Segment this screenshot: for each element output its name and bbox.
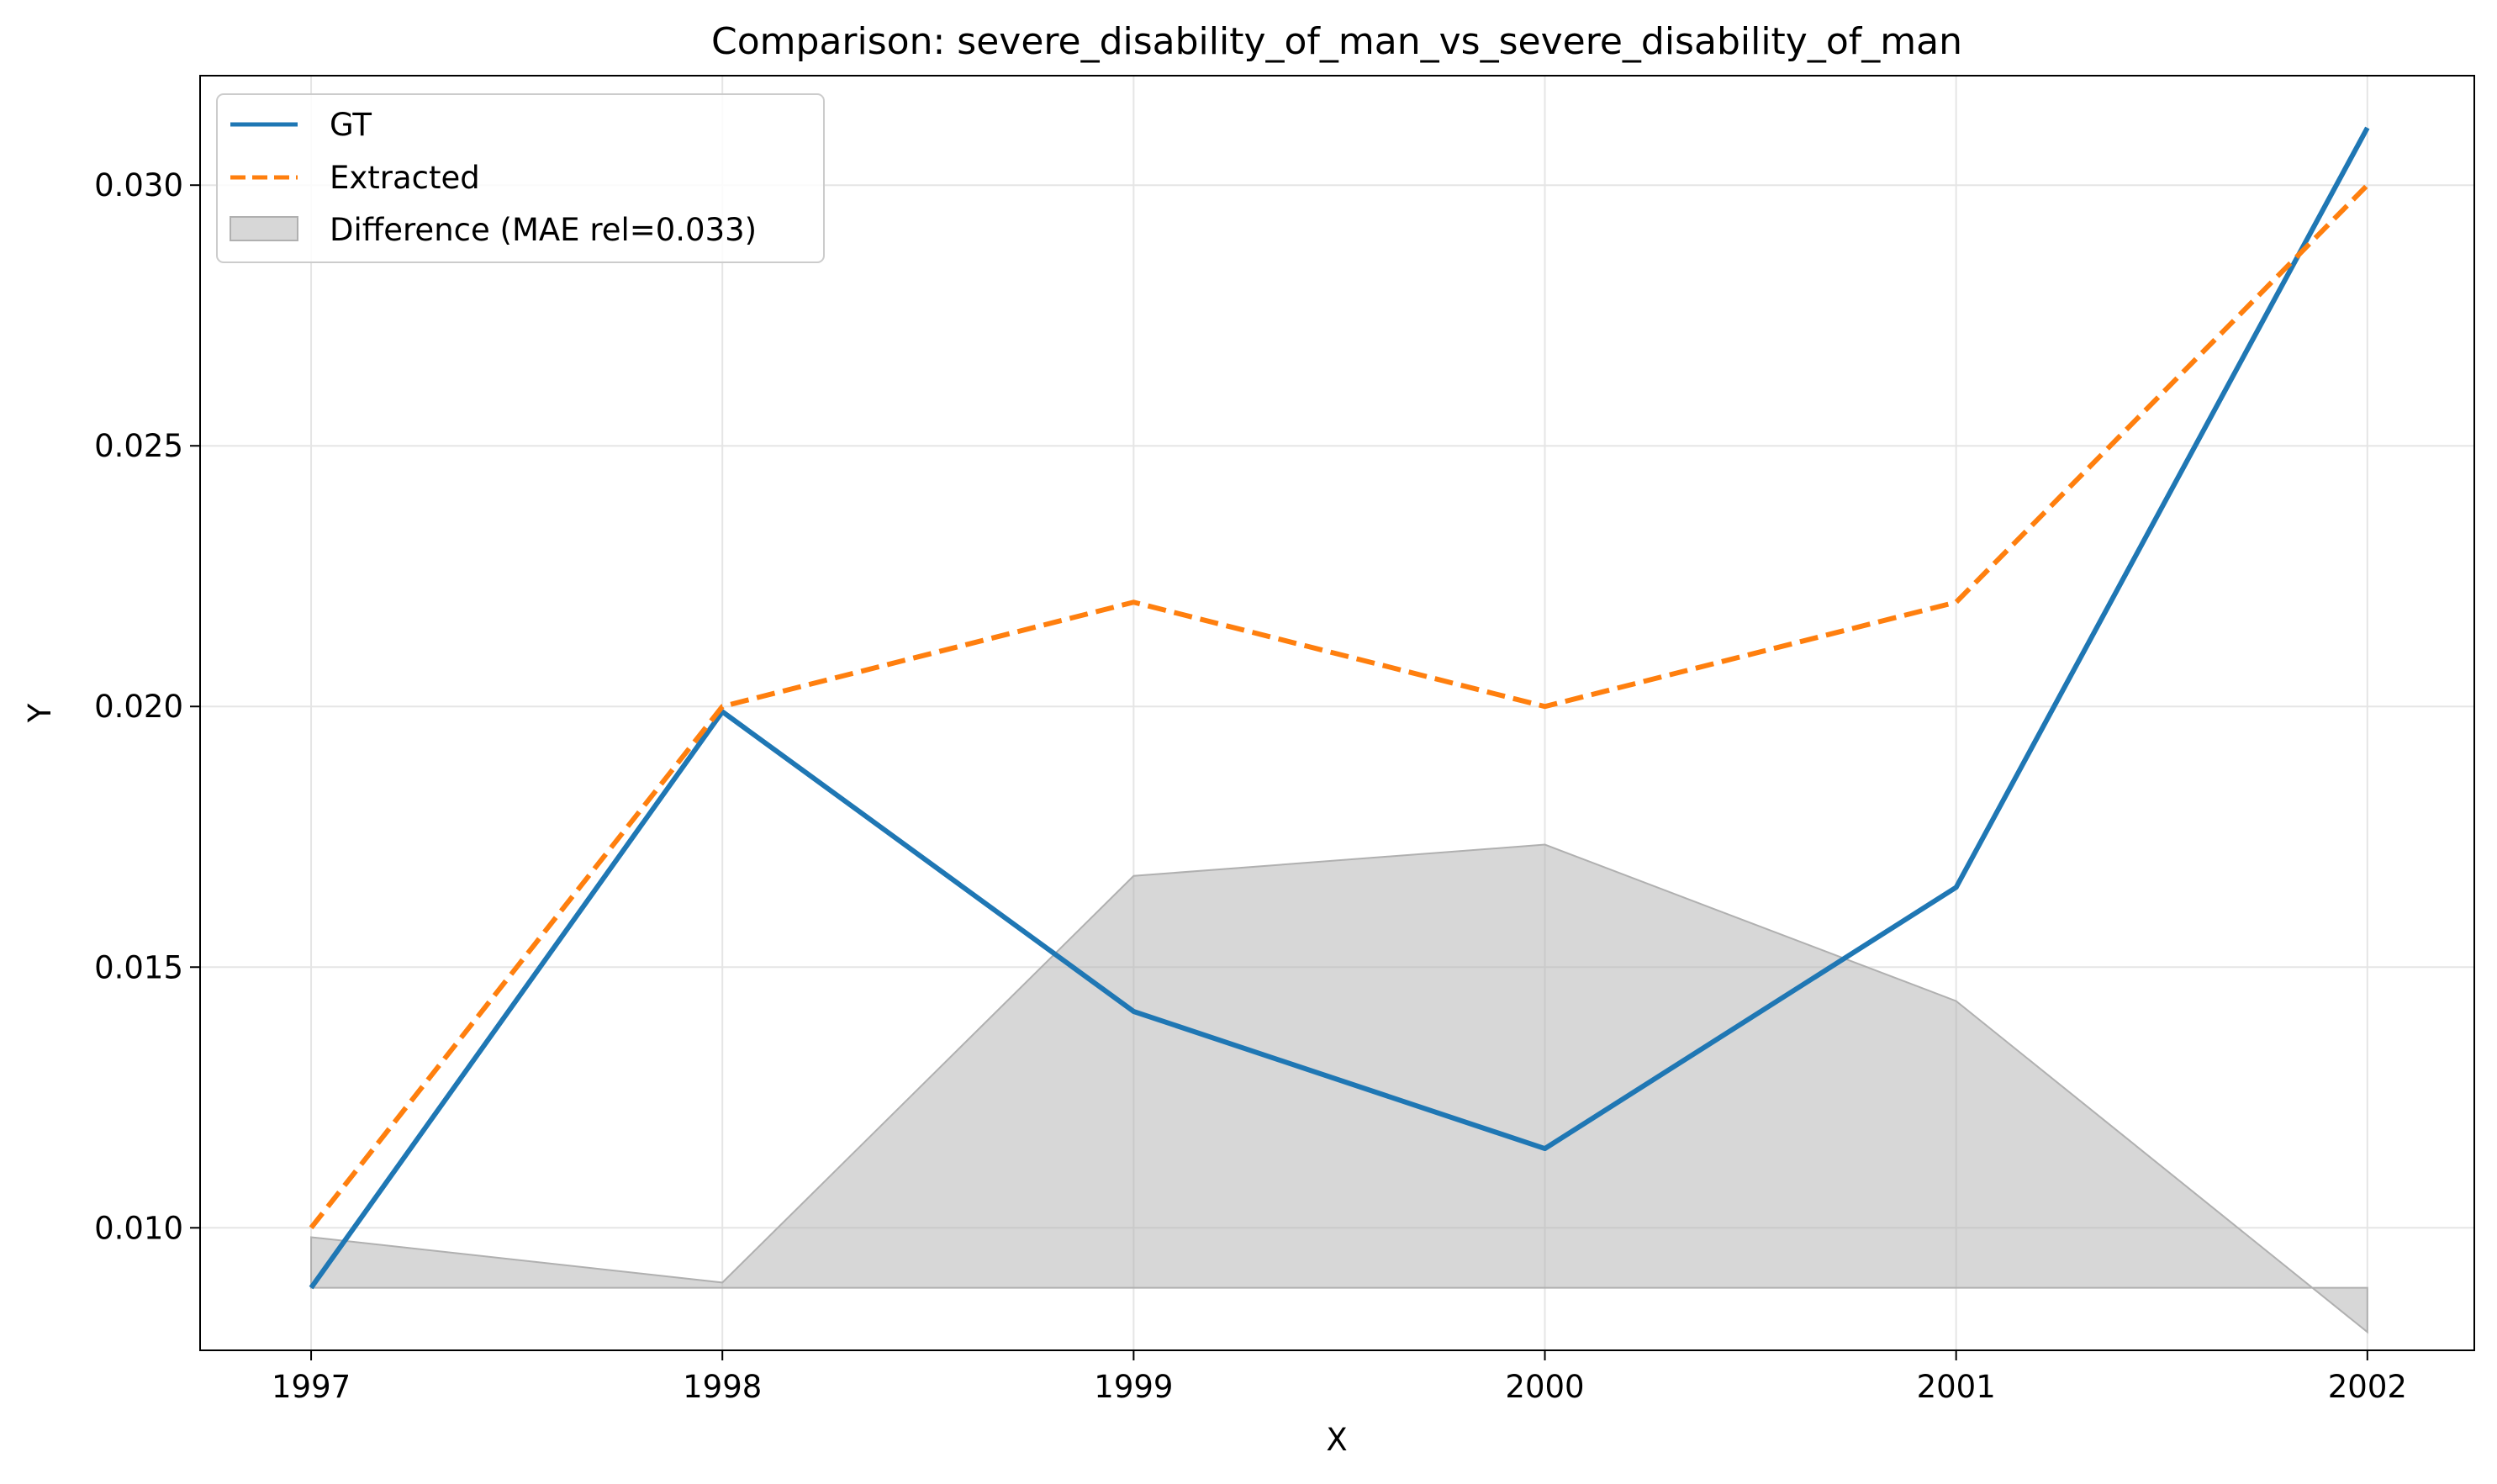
y-tick-label: 0.025	[94, 428, 183, 464]
y-axis-ticks: 0.010 0.015 0.020 0.025 0.030	[94, 167, 200, 1246]
legend-box	[216, 93, 825, 263]
x-tick-label: 2002	[2328, 1369, 2407, 1405]
x-tick-label: 2000	[1505, 1369, 1584, 1405]
y-axis-label: Y	[22, 703, 58, 723]
series-line-gt	[309, 126, 2370, 1290]
x-axis-ticks: 1997 1998 1999 2000 2001 2002	[272, 1350, 2407, 1405]
y-tick-label: 0.020	[94, 689, 183, 725]
plot-frame	[199, 75, 2475, 1351]
x-tick-label: 1998	[683, 1369, 762, 1405]
difference-band-layer	[310, 843, 2368, 1334]
y-tick-label: 0.030	[94, 167, 183, 203]
legend: GT Extracted Difference (MAE rel=0.033)	[216, 93, 825, 263]
x-tick-label: 1999	[1094, 1369, 1173, 1405]
legend-extracted-label: Extracted	[330, 160, 480, 196]
chart-title: Comparison: severe_disability_of_man_vs_…	[711, 20, 1962, 63]
x-tick-label: 2001	[1917, 1369, 1996, 1405]
x-axis-label: X	[1326, 1422, 1347, 1458]
legend-difference-label: Difference (MAE rel=0.033)	[330, 212, 757, 248]
series-line-extracted	[309, 183, 2369, 1230]
legend-gt-label: GT	[330, 107, 372, 143]
series-lines	[309, 126, 2370, 1290]
difference-band	[310, 843, 2368, 1334]
y-tick-label: 0.015	[94, 949, 183, 985]
x-tick-label: 1997	[272, 1369, 351, 1405]
y-tick-label: 0.010	[94, 1210, 183, 1246]
legend-difference-swatch	[230, 216, 298, 241]
